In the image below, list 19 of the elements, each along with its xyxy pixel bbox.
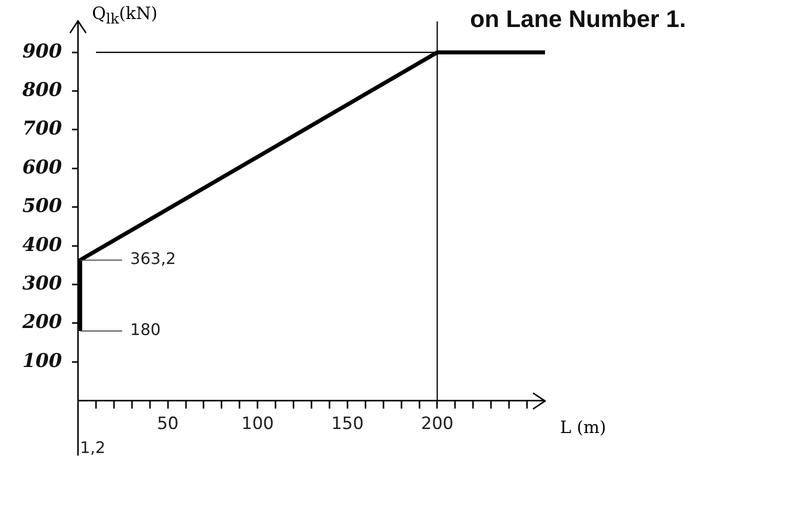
x-tick-label: 150 [331,414,364,434]
y-tick-label: 200 [21,311,62,334]
x-tick-label: 50 [156,414,179,434]
y-tick-label: 300 [22,272,62,294]
y-tick-label: 500 [22,195,62,218]
y-tick-label: 700 [22,118,62,140]
y-tick-label: 600 [22,156,62,178]
x-axis-title: L (m) [560,418,606,438]
annotation: 363,2 [130,249,176,268]
y-tick-label: 900 [22,40,62,62]
x-tick-label: 200 [421,414,454,434]
text: 1,2 [80,438,106,457]
x-tick-label: 100 [241,414,274,434]
y-tick-label: 400 [22,234,62,256]
chart-title: on Lane Number 1. [470,6,686,34]
y-axis-title: Q$_{lk}$(kN) [92,4,158,28]
annotation: 180 [130,320,161,340]
y-tick-label: 800 [22,78,62,101]
y-tick-label: 100 [22,350,62,372]
